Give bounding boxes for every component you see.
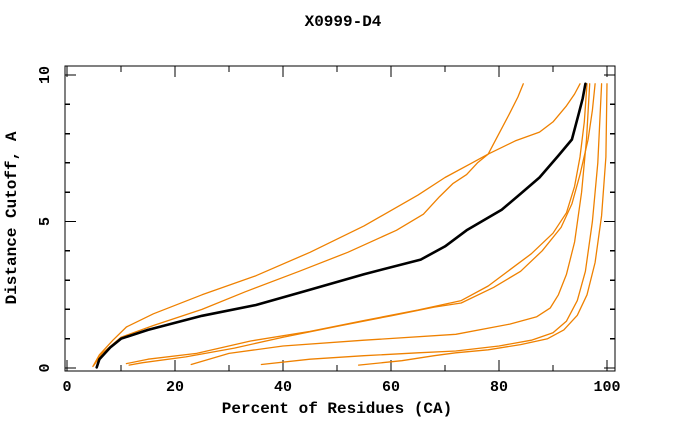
y-tick-label-5: 5: [37, 217, 54, 226]
y-tick-label-10: 10: [37, 66, 54, 84]
x-tick-label-100: 100: [593, 379, 620, 396]
series-model-orange-1: [92, 83, 581, 368]
x-tick-label-40: 40: [274, 379, 292, 396]
x-tick-label-20: 20: [166, 379, 184, 396]
series-model-orange-3: [125, 83, 588, 365]
x-axis-label: Percent of Residues (CA): [222, 400, 452, 418]
y-axis-label: Distance Cutoff, A: [3, 131, 21, 304]
series-model-orange-5: [190, 83, 591, 366]
plot-frame: [64, 65, 616, 372]
series-model-orange-6: [260, 83, 603, 366]
series-model-highlighted-black: [95, 82, 587, 369]
plot-area: 0 20 40 60 80 100 0 5 10: [37, 65, 621, 396]
series-model-orange-2: [93, 83, 524, 366]
x-tick-label-60: 60: [382, 379, 400, 396]
series-model-orange-7: [357, 83, 608, 366]
series-model-orange-4: [128, 83, 596, 366]
y-tick-label-0: 0: [37, 363, 54, 372]
x-tick-label-0: 0: [62, 379, 71, 396]
chart-title: X0999-D4: [305, 13, 382, 31]
x-tick-label-80: 80: [490, 379, 508, 396]
